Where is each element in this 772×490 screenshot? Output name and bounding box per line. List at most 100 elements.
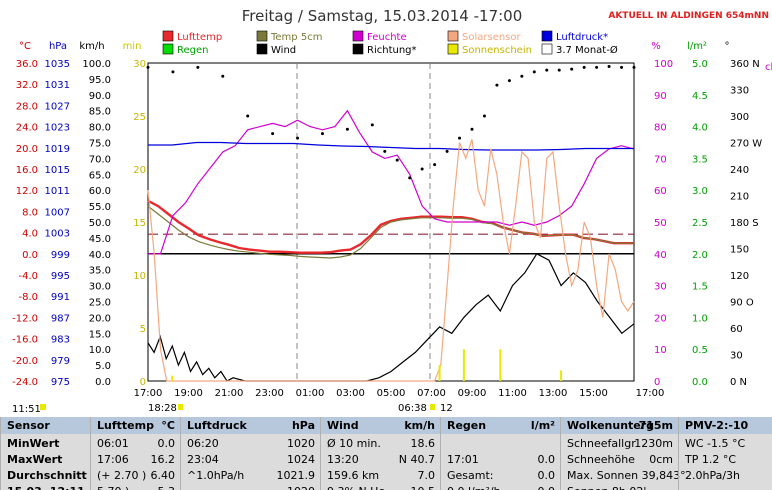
rain-axis-tick: 1.5 — [692, 282, 708, 293]
series-richtung--point — [445, 149, 449, 153]
table-column: Luftdruck hPa 06:20 1020 23:04 1024 ^1.0hPa/h 1… — [180, 417, 321, 490]
column-header: Wolkenunterg 715m — [567, 418, 673, 434]
x-tick-label: 17:00 — [636, 388, 665, 399]
temp-axis-tick: -8.0 — [18, 292, 38, 303]
table-cell-row: 0.0 l/m²/h 0.0 — [447, 484, 555, 490]
temp-axis-tick: 4.0 — [22, 229, 38, 240]
series-richtung--point — [495, 83, 499, 87]
cell-label: 06:20 — [187, 437, 219, 450]
column-header-band — [1, 417, 91, 434]
column-unit: km/h — [404, 419, 435, 432]
humidity-axis-tick: 90 — [654, 91, 667, 102]
series-solarsensor-line — [147, 139, 635, 382]
left-time: 11:51 — [12, 404, 41, 415]
series-richtung--point — [607, 65, 611, 69]
pressure-axis-tick: 1035 — [45, 59, 70, 70]
table-cell-row: (+ 2.70 ) 6.40 — [97, 468, 175, 484]
chart-canvas: Freitag / Samstag, 15.03.2014 -17:00 AKT… — [12, 7, 772, 415]
x-tick-label: 21:00 — [215, 388, 244, 399]
temp-axis-tick: 32.0 — [16, 80, 38, 91]
cell-value: 0.0 — [538, 484, 556, 490]
column-header: Luftdruck hPa — [187, 418, 315, 434]
series-richtung--point — [196, 65, 200, 69]
rain-axis-tick: 4.5 — [692, 91, 708, 102]
legend-swatch — [541, 43, 553, 55]
sun-axis-tick: 30 — [133, 59, 146, 70]
direction-axis-tick: 360 N — [730, 59, 760, 70]
wind-axis-tick: 35.0 — [89, 266, 111, 277]
legend-label: Temp 5cm — [270, 32, 322, 43]
sun-axis-unit: min — [123, 41, 142, 52]
direction-axis-tick: 240 — [730, 165, 749, 176]
table-cell-row — [685, 484, 767, 490]
series-richtung--point — [296, 136, 300, 140]
table-cell-row: Schneefallgr 1230m — [567, 436, 673, 452]
legend-swatch — [256, 30, 268, 42]
pressure-axis-unit: hPa — [49, 41, 67, 52]
wind-axis-tick: 55.0 — [89, 202, 111, 213]
sun-axis-tick: 25 — [133, 112, 146, 123]
column-header-label: Lufttemp — [97, 419, 154, 432]
table-cell-row: 2.0hPa/3h — [685, 468, 767, 484]
series-richtung--point — [620, 65, 624, 69]
direction-axis-tick: 0 N — [730, 377, 747, 388]
rain-axis-tick: 3.5 — [692, 154, 708, 165]
wind-axis-tick: 10.0 — [89, 345, 111, 356]
table-column: Lufttemp °C 06:01 0.0 17:06 16.2 (+ 2.70 ) 6.40… — [90, 417, 181, 490]
sunset-marker — [178, 404, 183, 410]
wind-axis-tick: 25.0 — [89, 298, 111, 309]
table-cell-row: Max. Sonnen 39,843° — [567, 468, 686, 484]
legend-swatch — [447, 43, 459, 55]
series-sonnenschein-bar — [499, 349, 502, 381]
legend-swatch — [352, 30, 364, 42]
humidity-axis-tick: 10 — [654, 345, 667, 356]
column-header-label: Wind — [327, 419, 359, 432]
wind-axis-tick: 90.0 — [89, 91, 111, 102]
rain-axis-tick: 4.0 — [692, 123, 708, 134]
cell-label: TP 1.2 °C — [685, 453, 737, 466]
column-header: Wind km/h — [327, 418, 435, 434]
cell-value: N 40.7 — [398, 453, 435, 466]
column-header-band — [181, 417, 321, 434]
wind-axis-tick: 80.0 — [89, 123, 111, 134]
table-cell-row: Sonnen 8h 02' — [567, 484, 673, 490]
wind-axis-tick: 15.0 — [89, 329, 111, 340]
legend-label: Lufttemp — [177, 32, 222, 43]
temp-axis-unit: °C — [19, 41, 31, 52]
wind-axis-tick: 20.0 — [89, 313, 111, 324]
column-header-label: Sensor — [7, 419, 50, 432]
humidity-axis-tick: 30 — [654, 282, 667, 293]
humidity-axis-unit: % — [651, 41, 661, 52]
table-cell-row: 13:20 N 40.7 — [327, 452, 435, 468]
pressure-axis-tick: 1015 — [45, 165, 70, 176]
series-richtung--point — [482, 114, 486, 118]
cell-value: 18.6 — [410, 437, 436, 450]
wind-axis-tick: 60.0 — [89, 186, 111, 197]
humidity-axis-tick: 40 — [654, 250, 667, 261]
table-cell-row: 17:06 16.2 — [97, 452, 175, 468]
series-richtung--point — [171, 70, 175, 74]
column-header-band — [561, 417, 679, 434]
rain-axis-tick: 3.0 — [692, 186, 708, 197]
wind-axis-tick: 65.0 — [89, 170, 111, 181]
cell-label: WC -1.5 °C — [685, 437, 746, 450]
table-column: Sensor MinWert MaxWert Durchschnitt 15.03. 1… — [0, 417, 91, 490]
legend-label: Sonnenschein — [462, 45, 532, 56]
temp-axis-tick: 12.0 — [16, 186, 38, 197]
column-unit: hPa — [291, 419, 315, 432]
sun-axis-tick: 15 — [133, 218, 146, 229]
wind-axis-tick: 45.0 — [89, 234, 111, 245]
series-richtung--point — [595, 65, 599, 69]
cell-value: 0.0 — [537, 469, 556, 482]
series-luftdruck--line — [148, 141, 634, 151]
x-tick-label: 23:00 — [255, 388, 284, 399]
legend-label: Regen — [177, 45, 209, 56]
rain-axis-tick: 0.5 — [692, 345, 708, 356]
legend-swatch — [352, 43, 364, 55]
legend-label: 3.7 Monat-Ø — [556, 44, 618, 56]
table-cell-row — [447, 436, 555, 452]
sun-axis-tick: 5 — [140, 324, 146, 335]
humidity-axis-tick: 20 — [654, 313, 667, 324]
cell-value: 6.40 — [150, 469, 176, 482]
cell-label: 5.70 ) — [97, 485, 129, 490]
